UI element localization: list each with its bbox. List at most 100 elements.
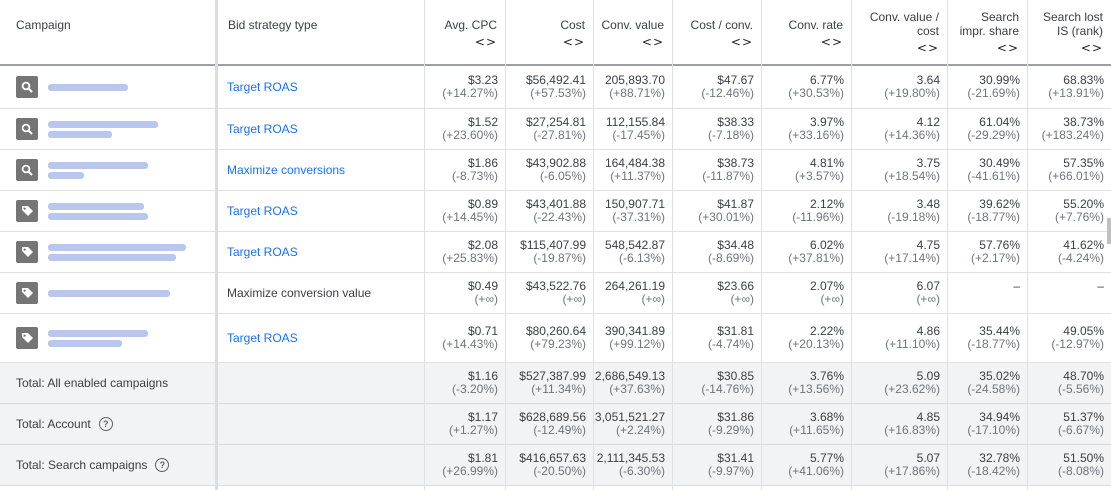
bid-strategy-cell[interactable]: Target ROAS bbox=[227, 204, 298, 218]
sort-icon[interactable]: <> bbox=[1080, 41, 1103, 55]
cell-cost-per-conv: $47.67 (-12.46%) bbox=[701, 74, 754, 100]
cell-cost: $43,401.88 (-22.43%) bbox=[526, 198, 586, 224]
campaign-name-redacted[interactable] bbox=[48, 241, 186, 264]
table-row[interactable]: Maximize conversion value $0.49 (+∞) $43,52… bbox=[0, 273, 1111, 314]
campaign-name-redacted[interactable] bbox=[48, 200, 148, 223]
metric-value: 5.07 bbox=[916, 451, 940, 465]
campaign-name-redacted[interactable] bbox=[48, 118, 158, 141]
metric-change: (-17.10%) bbox=[967, 423, 1020, 437]
metric-value: $56,492.41 bbox=[525, 73, 586, 87]
metric-change: (-9.97%) bbox=[707, 464, 754, 478]
metric-value: $43,401.88 bbox=[525, 197, 586, 211]
cell-search-impr-share: 57.76% (+2.17%) bbox=[971, 239, 1020, 265]
sort-icon[interactable]: <> bbox=[562, 35, 585, 49]
column-header-avg-cpc[interactable]: Avg. CPC <> bbox=[444, 18, 497, 49]
metric-change: (+14.27%) bbox=[442, 86, 498, 100]
cell-search-impr-share: 35.02% (-24.58%) bbox=[967, 370, 1020, 396]
metric-change: (+3.57%) bbox=[794, 169, 844, 183]
cell-search-lost-is: 55.20% (+7.76%) bbox=[1055, 198, 1104, 224]
scrollbar[interactable] bbox=[1107, 218, 1111, 244]
bid-strategy-cell[interactable]: Target ROAS bbox=[227, 122, 298, 136]
table-header: Campaign Bid strategy type Avg. CPC <> C… bbox=[0, 0, 1111, 66]
campaign-name-redacted[interactable] bbox=[48, 327, 148, 350]
cell-conv-value-cost: 3.48 (-19.18%) bbox=[887, 198, 940, 224]
help-icon[interactable]: ? bbox=[155, 458, 170, 472]
metric-value: 41.62% bbox=[1063, 238, 1104, 252]
sort-icon[interactable]: <> bbox=[730, 35, 753, 49]
campaign-name-redacted[interactable] bbox=[48, 159, 148, 182]
metric-change: (+∞) bbox=[730, 292, 754, 306]
metric-change: (+11.34%) bbox=[531, 382, 586, 396]
campaign-name-redacted[interactable] bbox=[48, 81, 128, 94]
column-header-bid-strategy[interactable]: Bid strategy type bbox=[228, 18, 318, 32]
campaign-cell[interactable] bbox=[16, 109, 158, 149]
cell-search-lost-is: – bbox=[1097, 280, 1104, 293]
cell-search-impr-share: 61.04% (-29.29%) bbox=[967, 116, 1020, 142]
metric-value: 51.50% bbox=[1063, 451, 1104, 465]
column-header-cost-per-conv[interactable]: Cost / conv. <> bbox=[690, 18, 753, 49]
metric-change: (+23.60%) bbox=[442, 128, 498, 142]
cell-search-impr-share: – bbox=[1013, 280, 1020, 293]
metric-change: (-19.18%) bbox=[887, 210, 940, 224]
column-header-search-impr-share[interactable]: Search impr. share <> bbox=[959, 10, 1019, 55]
campaign-cell[interactable] bbox=[16, 314, 148, 362]
cell-cost: $43,522.76 (+∞) bbox=[526, 280, 586, 306]
table-row[interactable]: Target ROAS $0.71 (+14.43%) $80,260.64 (+79.… bbox=[0, 314, 1111, 363]
metric-change: (+7.76%) bbox=[1054, 210, 1104, 224]
column-header-campaign[interactable]: Campaign bbox=[16, 18, 71, 32]
sort-icon[interactable]: <> bbox=[474, 35, 497, 49]
cell-conv-value-cost: 4.86 (+11.10%) bbox=[885, 325, 940, 351]
cell-cost-per-conv: $38.33 (-7.18%) bbox=[708, 116, 754, 142]
metric-change: (-18.77%) bbox=[967, 210, 1020, 224]
metric-change: (-41.61%) bbox=[967, 169, 1020, 183]
table-row[interactable]: Target ROAS $1.52 (+23.60%) $27,254.81 (-27.… bbox=[0, 109, 1111, 150]
table-row[interactable]: Target ROAS $2.08 (+25.83%) $115,407.99 (-19… bbox=[0, 232, 1111, 273]
cell-search-lost-is: 48.70% (-5.56%) bbox=[1058, 370, 1104, 396]
column-header-cost[interactable]: Cost <> bbox=[560, 18, 585, 49]
table-row[interactable]: Maximize conversions $1.86 (-8.73%) $43,902… bbox=[0, 150, 1111, 191]
help-icon[interactable]: ? bbox=[98, 417, 113, 431]
metric-value: 5.09 bbox=[916, 369, 940, 383]
metric-change: (-7.18%) bbox=[707, 128, 754, 142]
column-divider bbox=[505, 0, 506, 490]
sort-icon[interactable]: <> bbox=[916, 41, 939, 55]
metric-change: (+66.01%) bbox=[1048, 169, 1104, 183]
column-header-conv-value[interactable]: Conv. value <> bbox=[601, 18, 664, 49]
campaign-cell[interactable] bbox=[16, 150, 148, 190]
campaign-cell[interactable] bbox=[16, 191, 148, 231]
column-header-conv-value-cost[interactable]: Conv. value / cost <> bbox=[869, 10, 939, 55]
campaign-cell[interactable] bbox=[16, 66, 128, 108]
cell-conv-rate: 6.77% (+30.53%) bbox=[788, 74, 844, 100]
metric-change: (-4.74%) bbox=[707, 337, 754, 351]
sort-icon[interactable]: <> bbox=[820, 35, 843, 49]
metric-value: 205,893.70 bbox=[604, 73, 665, 87]
bid-strategy-cell[interactable]: Target ROAS bbox=[227, 245, 298, 259]
bid-strategy-cell[interactable]: Maximize conversions bbox=[227, 163, 346, 177]
column-header-conv-rate[interactable]: Conv. rate <> bbox=[788, 18, 843, 49]
campaign-cell[interactable] bbox=[16, 273, 170, 313]
sort-icon[interactable]: <> bbox=[641, 35, 664, 49]
cell-cost-per-conv: $41.87 (+30.01%) bbox=[698, 198, 754, 224]
metric-value: 3.64 bbox=[916, 73, 940, 87]
campaign-cell[interactable] bbox=[16, 232, 186, 272]
bid-strategy-cell[interactable]: Target ROAS bbox=[227, 80, 298, 94]
cell-avg-cpc: $0.89 (+14.45%) bbox=[442, 198, 498, 224]
cell-search-impr-share: 39.62% (-18.77%) bbox=[967, 198, 1020, 224]
metric-value: 55.20% bbox=[1063, 197, 1104, 211]
cell-conv-rate: 2.22% (+20.13%) bbox=[788, 325, 844, 351]
column-header-search-lost-is[interactable]: Search lost IS (rank) <> bbox=[1042, 10, 1103, 55]
metric-value: 264,261.19 bbox=[604, 279, 665, 293]
metric-value: $1.17 bbox=[467, 410, 498, 424]
metric-value: 57.76% bbox=[979, 238, 1020, 252]
bid-strategy-cell[interactable]: Target ROAS bbox=[227, 331, 298, 345]
campaign-name-redacted[interactable] bbox=[48, 287, 170, 300]
table-row[interactable]: Target ROAS $0.89 (+14.45%) $43,401.88 (-22.… bbox=[0, 191, 1111, 232]
cell-search-lost-is: 51.37% (-6.67%) bbox=[1058, 411, 1104, 437]
cell-conv-value: 2,111,345.53 (-6.30%) bbox=[597, 452, 665, 478]
cell-conv-value-cost: 4.12 (+14.36%) bbox=[884, 116, 940, 142]
sort-icon[interactable]: <> bbox=[996, 41, 1019, 55]
table-row[interactable]: Target ROAS $3.23 (+14.27%) $56,492.41 (+57.… bbox=[0, 66, 1111, 109]
metric-value: 49.05% bbox=[1063, 324, 1104, 338]
metric-value: 2,686,549.13 bbox=[594, 369, 665, 383]
metric-value: $43,902.88 bbox=[525, 156, 586, 170]
